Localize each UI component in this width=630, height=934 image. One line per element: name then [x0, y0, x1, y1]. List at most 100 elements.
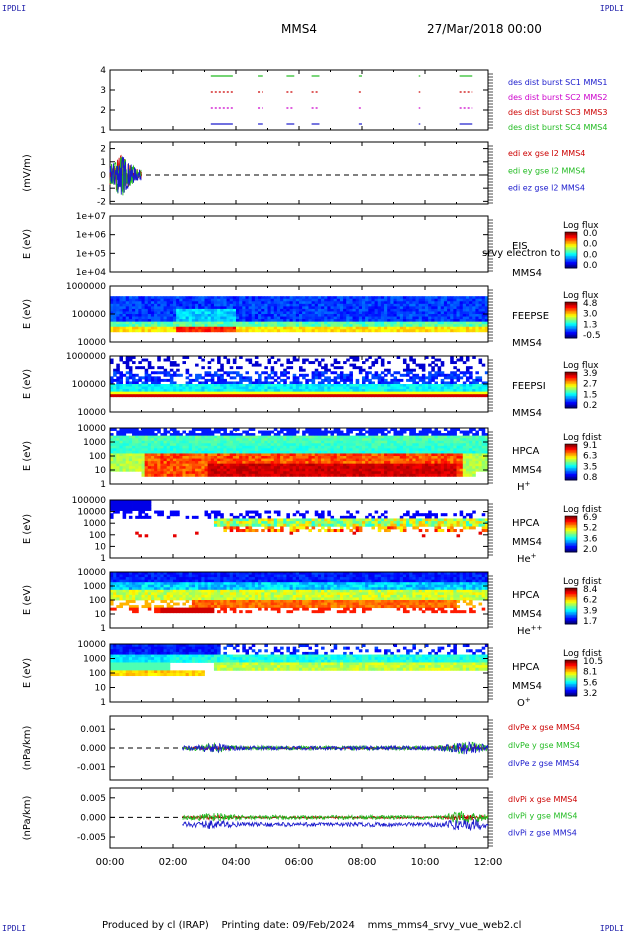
- spectrogram-cell: [396, 303, 401, 307]
- spectrogram-cell: [239, 373, 243, 377]
- spectrogram-cell: [330, 473, 335, 477]
- spectrogram-cell: [198, 296, 202, 300]
- spectrogram-cell: [217, 361, 221, 365]
- spectrogram-cell: [270, 356, 275, 359]
- spectrogram-cell: [173, 314, 177, 317]
- spectrogram-cell: [267, 440, 272, 444]
- spectrogram-cell: [276, 311, 281, 315]
- spectrogram-cell: [484, 324, 489, 328]
- spectrogram-cell: [182, 356, 186, 359]
- spectrogram-cell: [210, 450, 215, 454]
- spectrogram-cell: [447, 316, 451, 320]
- spectrogram-cell: [349, 311, 353, 315]
- spectrogram-cell: [308, 433, 312, 437]
- spectrogram-cell: [336, 394, 341, 398]
- spectrogram-cell: [339, 440, 344, 444]
- spectrogram-cell: [267, 394, 272, 398]
- spectrogram-cell: [431, 366, 435, 370]
- spectrogram-cell: [305, 358, 309, 362]
- spectrogram-cell: [387, 453, 391, 457]
- spectrogram-cell: [179, 296, 183, 300]
- spectrogram-cell: [330, 456, 335, 459]
- spectrogram-cell: [317, 461, 322, 465]
- spectrogram-cell: [150, 391, 155, 395]
- spectrogram-cell: [270, 456, 275, 459]
- spectrogram-cell: [343, 450, 347, 454]
- spectrogram-cell: [280, 373, 284, 377]
- spectrogram-cell: [201, 450, 205, 454]
- spectrogram-cell: [393, 311, 398, 315]
- spectrogram-cell: [384, 438, 388, 442]
- spectrogram-cell: [264, 438, 268, 442]
- spectrogram-cell: [428, 298, 432, 302]
- spectrogram-cell: [236, 394, 240, 398]
- spectrogram-cell: [135, 430, 139, 434]
- spectrogram-cell: [191, 314, 196, 317]
- colorbar-swatch: [565, 332, 577, 334]
- spectrogram-cell: [374, 428, 379, 431]
- spectrogram-cell: [333, 366, 338, 370]
- spectrogram-cell: [393, 306, 398, 310]
- spectrogram-cell: [472, 319, 476, 323]
- spectrogram-cell: [368, 458, 372, 462]
- spectrogram-cell: [336, 308, 341, 312]
- spectrogram-cell: [125, 430, 130, 434]
- spectrogram-cell: [254, 303, 259, 307]
- spectrogram-cell: [232, 384, 237, 387]
- spectrogram-cell: [311, 438, 316, 442]
- spectrogram-cell: [150, 466, 155, 470]
- spectrogram-cell: [365, 311, 369, 315]
- spectrogram-cell: [220, 373, 224, 377]
- spectrogram-cell: [276, 296, 281, 300]
- spectrogram-cell: [242, 473, 246, 477]
- spectrogram-cell: [223, 453, 227, 457]
- spectrogram-cell: [110, 389, 114, 393]
- spectrogram-cell: [220, 463, 224, 467]
- spectrogram-cell: [270, 473, 275, 477]
- spectrogram-cell: [141, 316, 146, 320]
- spectrogram-cell: [220, 468, 224, 472]
- spectrogram-cell: [330, 363, 335, 367]
- spectrogram-cell: [141, 384, 146, 387]
- spectrogram-cell: [132, 456, 136, 459]
- spectrogram-cell: [232, 471, 237, 475]
- spectrogram-cell: [251, 443, 256, 447]
- spectrogram-cell: [150, 473, 155, 477]
- spectrogram-cell: [450, 308, 454, 312]
- spectrogram-cell: [132, 458, 136, 462]
- spectrogram-cell: [213, 394, 218, 398]
- spectrogram-cell: [207, 308, 212, 312]
- spectrogram-cell: [147, 326, 152, 330]
- spectrogram-cell: [352, 298, 357, 302]
- spectrogram-cell: [239, 386, 243, 390]
- spectrogram-cell: [195, 296, 199, 300]
- spectrogram-cell: [286, 433, 290, 437]
- spectrogram-cell: [346, 324, 350, 328]
- spectrogram-cell: [113, 296, 117, 300]
- spectrogram-cell: [409, 356, 413, 359]
- spectrogram-cell: [387, 329, 391, 333]
- spectrogram-cell: [160, 378, 164, 382]
- spectrogram-cell: [321, 448, 325, 452]
- spectrogram-cell: [119, 326, 123, 330]
- spectrogram-cell: [399, 435, 404, 439]
- spectrogram-cell: [399, 314, 404, 317]
- spectrogram-cell: [399, 443, 404, 447]
- spectrogram-cell: [302, 458, 306, 462]
- spectrogram-cell: [280, 456, 284, 459]
- spectrogram-cell: [138, 324, 142, 328]
- spectrogram-cell: [173, 319, 177, 323]
- spectrogram-cell: [267, 463, 272, 467]
- spectrogram-cell: [150, 308, 155, 312]
- spectrogram-cell: [305, 298, 309, 302]
- spectrogram-cell: [380, 428, 385, 431]
- spectrogram-cell: [317, 306, 322, 310]
- spectrogram-cell: [182, 311, 186, 315]
- spectrogram-cell: [169, 453, 174, 457]
- spectrogram-cell: [226, 311, 231, 315]
- spectrogram-cell: [160, 366, 164, 370]
- spectrogram-cell: [220, 394, 224, 398]
- spectrogram-cell: [380, 358, 385, 362]
- spectrogram-cell: [289, 468, 294, 472]
- spectrogram-cell: [248, 384, 253, 387]
